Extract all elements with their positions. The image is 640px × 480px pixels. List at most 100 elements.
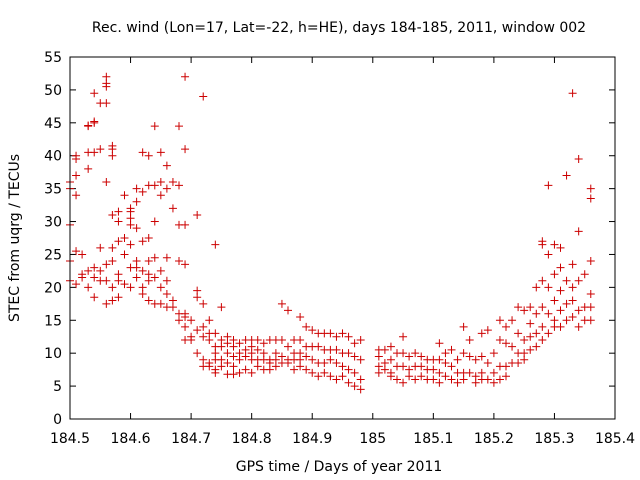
data-point — [223, 359, 232, 368]
data-point — [156, 283, 165, 292]
data-point — [253, 362, 262, 371]
data-point — [435, 378, 444, 387]
data-point — [526, 319, 535, 328]
data-point — [332, 375, 341, 384]
data-point — [326, 329, 335, 338]
data-point — [72, 171, 81, 180]
data-point — [229, 352, 238, 361]
x-tick-label: 185.2 — [474, 431, 514, 447]
data-point — [138, 237, 147, 246]
data-point — [90, 293, 99, 302]
data-point — [156, 299, 165, 308]
data-point — [399, 349, 408, 358]
data-point — [84, 164, 93, 173]
data-point — [344, 378, 353, 387]
data-point — [199, 299, 208, 308]
y-tick-label: 25 — [44, 247, 62, 263]
data-point — [162, 184, 171, 193]
data-point — [586, 257, 595, 266]
data-point — [556, 286, 565, 295]
data-point — [144, 234, 153, 242]
data-point — [223, 349, 232, 358]
data-point — [156, 178, 165, 187]
data-point — [102, 99, 111, 108]
data-point — [465, 368, 474, 377]
data-point — [574, 322, 583, 331]
data-point — [181, 260, 190, 269]
data-point — [556, 322, 565, 331]
data-point — [574, 155, 583, 164]
data-point — [417, 352, 426, 361]
data-point — [374, 352, 383, 361]
data-point — [514, 303, 523, 312]
data-point — [380, 345, 389, 354]
data-point — [156, 266, 165, 275]
data-point — [211, 368, 220, 377]
data-point — [181, 145, 190, 154]
data-point — [235, 355, 244, 364]
data-point — [90, 148, 99, 157]
data-point — [532, 342, 541, 351]
data-point — [471, 378, 480, 387]
data-point — [568, 296, 577, 305]
data-point — [502, 339, 510, 348]
data-point — [562, 171, 571, 180]
data-point — [508, 342, 517, 351]
y-tick-label: 10 — [44, 346, 62, 362]
data-point — [544, 250, 553, 259]
data-point — [108, 210, 117, 219]
data-point — [514, 359, 523, 368]
data-point — [477, 352, 486, 361]
data-point — [187, 316, 196, 325]
data-point — [586, 303, 595, 312]
data-point — [102, 299, 111, 308]
data-point — [465, 336, 474, 345]
data-point — [90, 89, 99, 98]
data-point — [284, 342, 292, 351]
data-point — [417, 372, 426, 381]
data-point — [168, 178, 177, 187]
data-point — [96, 266, 105, 275]
data-point — [544, 309, 553, 318]
data-point — [495, 375, 504, 384]
data-point — [114, 293, 123, 302]
data-point — [483, 326, 492, 335]
data-point — [308, 355, 317, 364]
data-point — [241, 365, 250, 374]
data-point — [253, 345, 262, 354]
x-axis-title: GPS time / Days of year 2011 — [236, 459, 443, 475]
data-point — [483, 359, 492, 368]
data-point — [162, 253, 171, 262]
data-point — [235, 368, 244, 377]
y-tick-label: 0 — [53, 412, 62, 428]
data-point — [229, 362, 238, 371]
data-point — [181, 220, 190, 229]
data-point — [326, 372, 335, 381]
data-point — [168, 204, 177, 213]
data-point — [78, 250, 87, 259]
data-point — [72, 247, 81, 256]
data-point — [477, 329, 486, 338]
data-point — [502, 372, 510, 381]
data-point — [253, 336, 262, 345]
data-point — [356, 385, 365, 394]
data-point — [356, 355, 365, 364]
data-point — [205, 336, 214, 345]
data-point — [441, 359, 450, 368]
data-point — [193, 210, 202, 219]
data-point — [217, 342, 226, 351]
data-point — [453, 378, 462, 387]
data-point — [556, 263, 565, 272]
data-point — [338, 372, 347, 381]
data-point — [520, 355, 529, 364]
data-point — [405, 372, 414, 381]
data-point — [102, 82, 111, 91]
data-point — [320, 359, 329, 368]
data-point — [399, 378, 408, 387]
data-point — [211, 329, 220, 338]
data-point — [102, 276, 111, 285]
data-point — [332, 359, 341, 368]
x-tick-label: 184.9 — [292, 431, 332, 447]
data-point — [108, 141, 117, 150]
data-point — [332, 332, 341, 341]
